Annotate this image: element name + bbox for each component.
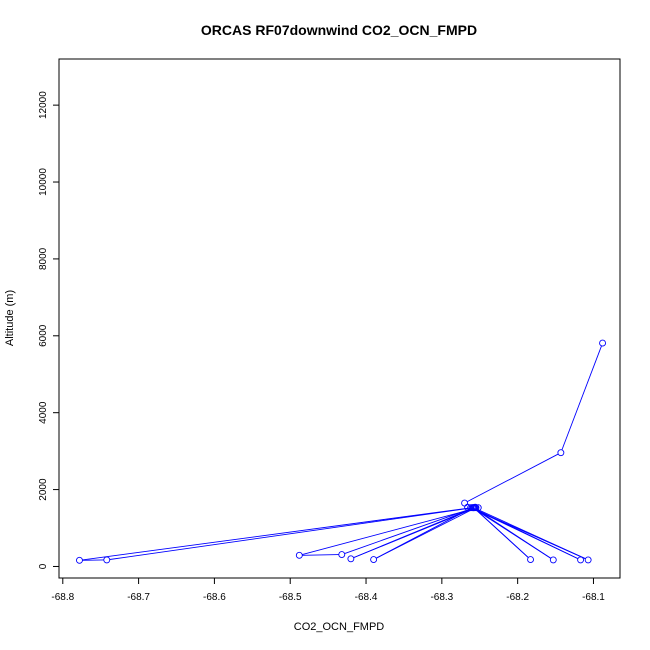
series-segment	[561, 345, 602, 451]
data-point	[549, 556, 557, 564]
plot-frame	[58, 58, 621, 579]
data-point	[295, 551, 303, 559]
y-axis: 0 2000 4000 6000 8000 10000 12000	[38, 91, 59, 569]
x-tick-label: -68.3	[430, 592, 453, 603]
data-point	[467, 504, 475, 512]
x-tick-label: -68.4	[355, 592, 378, 603]
x-tick-label: -68.7	[127, 592, 150, 603]
x-tick-label: -68.2	[506, 592, 529, 603]
x-axis: -68.8 -68.7 -68.6 -68.5 -68.4 -68.3 -68.2 -68.1	[51, 578, 605, 603]
y-tick-label: 8000	[38, 247, 49, 270]
data-point	[76, 556, 83, 564]
series-segment	[474, 508, 552, 559]
data-point	[584, 556, 592, 564]
data-point	[527, 556, 534, 563]
y-tick-label: 2000	[38, 478, 49, 501]
series-segment	[302, 507, 476, 555]
x-tick-label: -68.1	[582, 592, 605, 603]
y-tick-label: 6000	[38, 324, 49, 347]
data-point	[347, 555, 355, 563]
x-axis-label: CO2_OCN_FMPD	[294, 621, 385, 633]
y-tick-label: 4000	[38, 401, 49, 424]
series-segment	[353, 508, 474, 559]
y-tick-label: 0	[38, 563, 49, 569]
data-point	[577, 556, 585, 564]
x-tick-label: -68.8	[51, 592, 74, 603]
data-point	[599, 339, 607, 347]
data-point	[470, 504, 478, 512]
series-segment	[302, 554, 339, 556]
data-point	[103, 556, 111, 564]
data-point	[461, 499, 469, 507]
series-segment	[109, 507, 471, 560]
series-segment	[475, 509, 529, 558]
data-point	[472, 504, 480, 512]
series-segment	[344, 507, 473, 554]
data-point	[370, 556, 378, 563]
y-tick-label: 10000	[38, 168, 49, 196]
x-tick-label: -68.5	[279, 592, 302, 603]
series-segment	[82, 507, 470, 561]
data-point	[557, 449, 565, 457]
series-segment	[476, 508, 586, 560]
series-segment	[376, 508, 470, 559]
y-tick-label: 12000	[38, 91, 49, 119]
series-segment	[467, 453, 559, 503]
series-segment	[473, 508, 579, 560]
y-axis-label: Altitude (m)	[4, 290, 16, 346]
x-tick-label: -68.6	[203, 592, 226, 603]
chart-title: ORCAS RF07downwind CO2_OCN_FMPD	[201, 22, 477, 38]
series-layer	[76, 339, 607, 564]
data-point	[338, 551, 346, 558]
